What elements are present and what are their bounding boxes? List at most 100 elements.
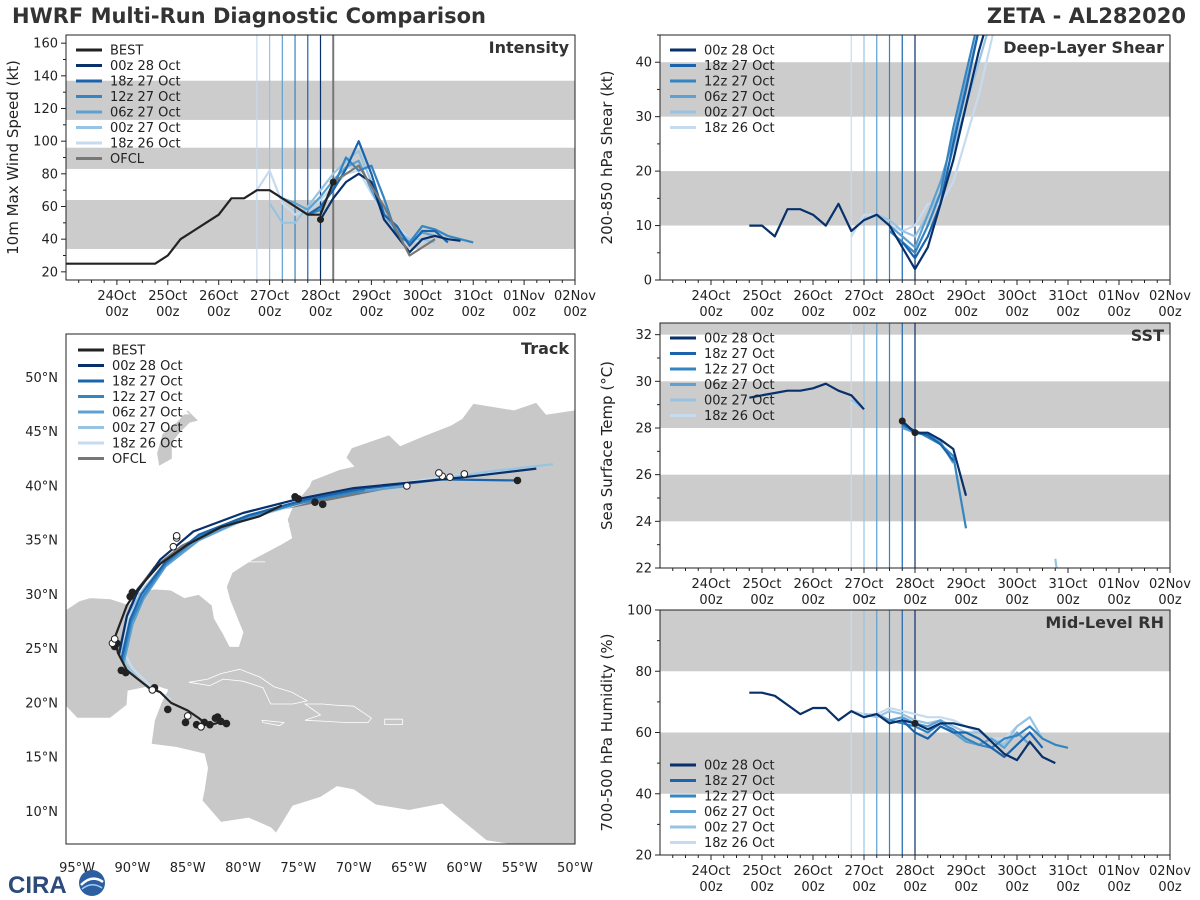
shear-series-06z-27-oct <box>876 35 979 249</box>
shear-xtick-label: 00z <box>903 305 927 320</box>
sst-xtick-label: 31Oct <box>1048 577 1087 592</box>
track-open-marker <box>148 686 157 694</box>
intensity-xtick-label: 31Oct <box>454 289 493 304</box>
track-ytick-label: 25°N <box>25 642 58 657</box>
sst-panel: 22242628303224Oct00z25Oct00z26Oct00z27Oc… <box>598 322 1191 608</box>
track-xtick-label: 85°W <box>170 861 206 876</box>
shear-legend-label: 00z 28 Oct <box>704 44 775 59</box>
intensity-ylabel: 10m Max Wind Speed (kt) <box>4 60 22 255</box>
rh-xtick-label: 02Nov <box>1149 864 1191 879</box>
sst-series-00z-27-oct <box>1054 558 1058 568</box>
track-series-12z-27-oct <box>121 489 366 662</box>
sst-ytick-label: 22 <box>635 562 652 577</box>
sst-ytick-label: 32 <box>635 328 652 343</box>
sst-xtick-label: 00z <box>1056 593 1080 608</box>
intensity-xtick-label: 00z <box>563 305 587 320</box>
rh-xtick-label: 24Oct <box>691 864 730 879</box>
intensity-legend-label: 00z 27 Oct <box>110 121 181 136</box>
sst-xtick-label: 00z <box>750 593 774 608</box>
shear-xtick-label: 00z <box>1005 305 1029 320</box>
track-open-marker <box>183 712 192 720</box>
track-marker <box>211 714 220 722</box>
track-panel: 95°W 90°W 85°W 80°W 75°W 70°W 65°W 60°W 55°W 50°W… <box>25 333 593 876</box>
rh-xtick-label: 28Oct <box>895 864 934 879</box>
track-ytick-label: 45°N <box>25 425 58 440</box>
track-legend-label: OFCL <box>112 452 147 467</box>
rh-panel: 2040608010024Oct00z25Oct00z26Oct00z27Oct… <box>598 604 1191 896</box>
track-open-marker <box>172 532 181 540</box>
shear-title: Deep-Layer Shear <box>1003 38 1164 57</box>
intensity-ytick-label: 160 <box>33 37 58 52</box>
intensity-xtick-label: 24Oct <box>97 289 136 304</box>
shear-xtick-label: 00z <box>954 305 978 320</box>
shear-series-18z-27-oct <box>901 35 979 260</box>
sst-xtick-label: 28Oct <box>895 577 934 592</box>
track-legend-label: 00z 28 Oct <box>112 359 183 374</box>
track-xtick-label: 55°W <box>502 861 538 876</box>
intensity-xtick-label: 26Oct <box>199 289 238 304</box>
track-xtick-label: 90°W <box>114 861 150 876</box>
shear-xtick-label: 00z <box>1107 305 1131 320</box>
intensity-legend-label: 00z 28 Oct <box>110 59 181 74</box>
rh-series-18z-27-oct <box>901 719 1044 759</box>
track-marker <box>318 500 327 509</box>
shear-xtick-label: 31Oct <box>1048 289 1087 304</box>
track-legend-label: 18z 26 Oct <box>112 437 183 452</box>
shear-panel: 01020304024Oct00z25Oct00z26Oct00z27Oct00… <box>598 34 1191 320</box>
rh-xtick-label: 00z <box>1005 880 1029 895</box>
intensity-legend-label: 06z 27 Oct <box>110 106 181 121</box>
rh-series-12z-27-oct <box>889 719 1069 749</box>
rh-legend-label: 12z 27 Oct <box>704 790 775 805</box>
shear-xtick-label: 00z <box>1056 305 1080 320</box>
track-open-marker <box>446 473 454 482</box>
intensity-ytick-label: 80 <box>41 167 58 182</box>
shear-series-00z-28-oct <box>749 35 985 271</box>
sst-ytick-label: 30 <box>635 375 652 390</box>
track-marker <box>128 588 137 597</box>
intensity-legend-label: 18z 27 Oct <box>110 75 181 90</box>
sst-xtick-label: 26Oct <box>793 577 832 592</box>
track-open-marker <box>110 635 119 643</box>
intensity-xtick-label: 25Oct <box>148 289 187 304</box>
intensity-xtick-label: 00z <box>156 305 180 320</box>
rh-xtick-label: 26Oct <box>793 864 832 879</box>
shear-xtick-label: 28Oct <box>895 289 934 304</box>
sst-xtick-label: 01Nov <box>1098 577 1140 592</box>
shear-xtick-label: 00z <box>852 305 876 320</box>
track-legend-label: 18z 27 Oct <box>112 375 183 390</box>
rh-plot-area <box>660 610 1170 855</box>
shear-xtick-label: 00z <box>801 305 825 320</box>
lake-3 <box>247 445 284 452</box>
track-legend-label: 06z 27 Oct <box>112 406 183 421</box>
intensity-xtick-label: 00z <box>512 305 536 320</box>
rh-xtick-label: 00z <box>1107 880 1131 895</box>
shear-legend-label: 12z 27 Oct <box>704 75 775 90</box>
shear-xtick-label: 26Oct <box>793 289 832 304</box>
sst-xtick-label: 00z <box>801 593 825 608</box>
track-xtick-label: 75°W <box>280 861 316 876</box>
sst-xtick-label: 30Oct <box>997 577 1036 592</box>
sst-xtick-label: 29Oct <box>946 577 985 592</box>
rh-xtick-label: 00z <box>852 880 876 895</box>
intensity-xtick-label: 00z <box>360 305 384 320</box>
land-0 <box>66 334 575 844</box>
shear-legend-label: 06z 27 Oct <box>704 90 775 105</box>
intensity-title: Intensity <box>489 38 570 57</box>
land-3 <box>261 719 286 727</box>
track-open-marker <box>435 469 443 477</box>
cira-logo: CIRA <box>8 870 105 898</box>
figure-title: HWRF Multi-Run Diagnostic Comparison <box>12 4 487 28</box>
rh-title: Mid-Level RH <box>1045 613 1164 632</box>
rh-ytick-label: 100 <box>627 604 652 619</box>
rh-xtick-label: 01Nov <box>1098 864 1140 879</box>
intensity-xtick-label: 01Nov <box>503 289 545 304</box>
track-ytick-label: 10°N <box>25 805 58 820</box>
intensity-legend-label: 18z 26 Oct <box>110 137 181 152</box>
track-marker <box>117 666 126 675</box>
track-ytick-label: 20°N <box>25 696 58 711</box>
sst-series-00z-28-oct <box>749 382 865 411</box>
sst-xtick-label: 00z <box>852 593 876 608</box>
sst-legend-label: 12z 27 Oct <box>704 363 775 378</box>
track-xtick-label: 60°W <box>446 861 482 876</box>
intensity-legend-label: BEST <box>110 44 143 59</box>
